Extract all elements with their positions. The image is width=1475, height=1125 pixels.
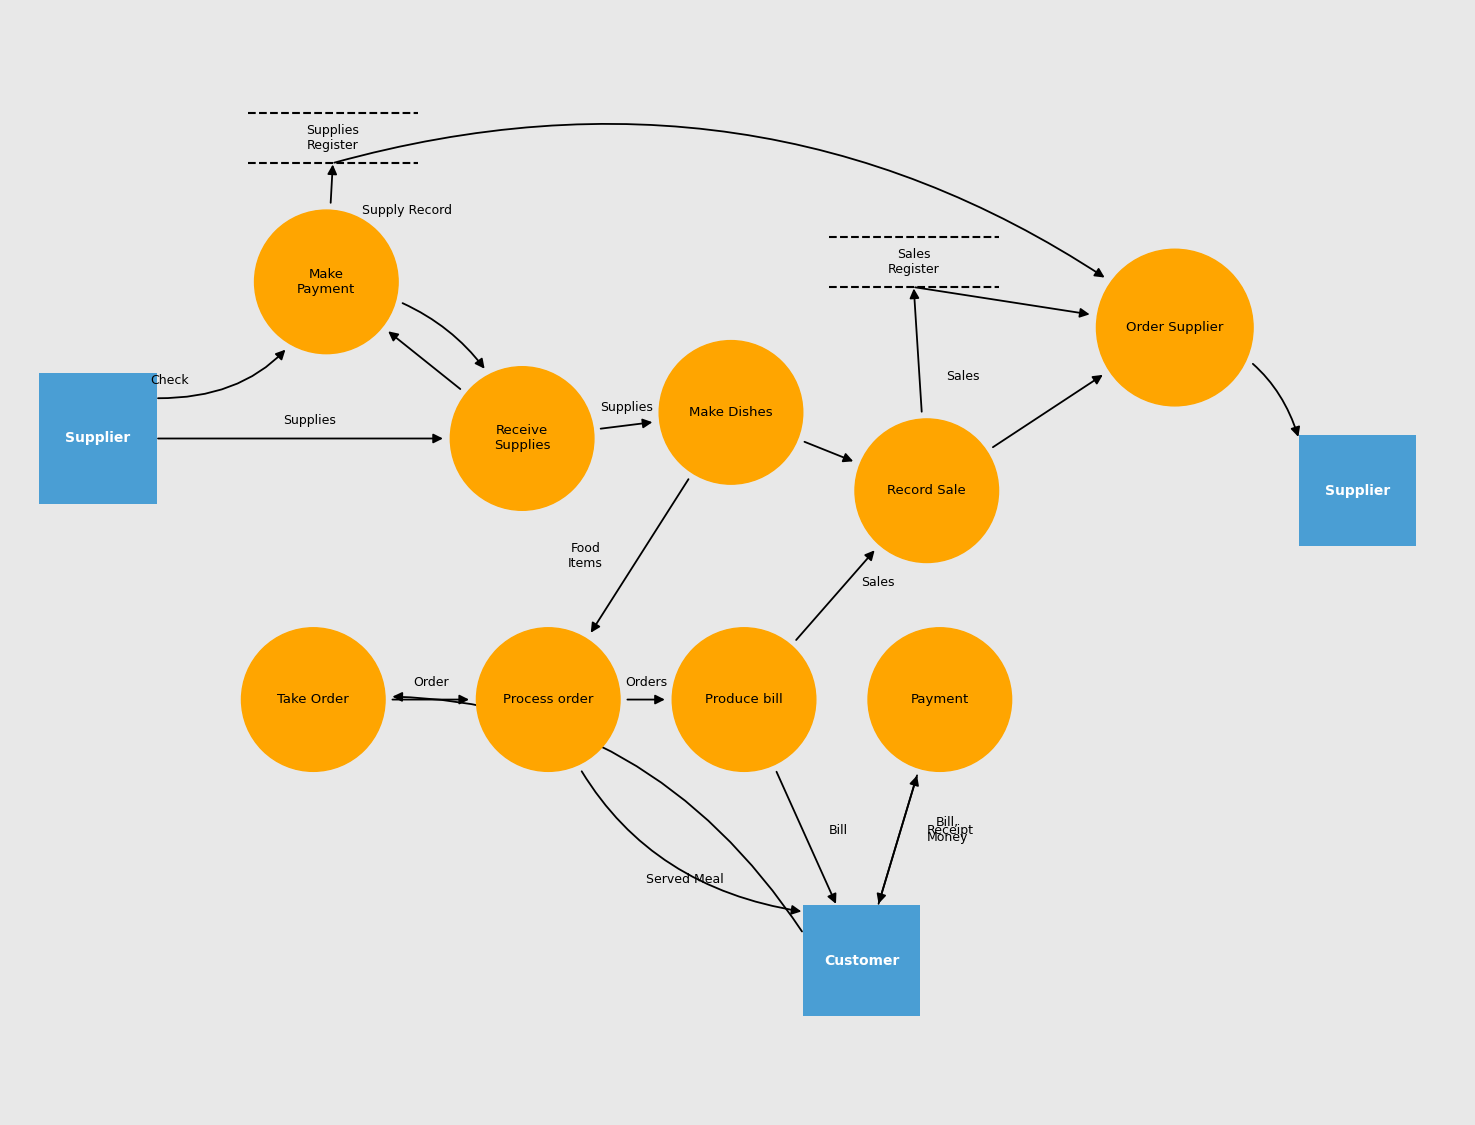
Text: Produce bill: Produce bill xyxy=(705,693,783,706)
FancyBboxPatch shape xyxy=(40,374,156,504)
Text: Process order: Process order xyxy=(503,693,593,706)
Text: Supplier: Supplier xyxy=(1325,484,1389,497)
Text: Payment: Payment xyxy=(910,693,969,706)
Circle shape xyxy=(242,628,385,772)
Text: Sales: Sales xyxy=(947,370,979,382)
Text: Check: Check xyxy=(150,374,189,387)
Text: Served Meal: Served Meal xyxy=(646,873,724,886)
Text: Order: Order xyxy=(413,676,448,690)
Text: Supplies: Supplies xyxy=(600,400,653,414)
Text: Order Supplier: Order Supplier xyxy=(1125,321,1223,334)
Text: Customer: Customer xyxy=(825,954,900,968)
Text: Make Dishes: Make Dishes xyxy=(689,406,773,418)
Text: Receipt: Receipt xyxy=(926,824,974,837)
Text: Supplier: Supplier xyxy=(65,432,130,446)
FancyBboxPatch shape xyxy=(1299,435,1416,546)
Text: Supplies
Register: Supplies Register xyxy=(307,124,360,152)
Text: Take Order: Take Order xyxy=(277,693,350,706)
Text: Receive
Supplies: Receive Supplies xyxy=(494,424,550,452)
Circle shape xyxy=(855,418,999,562)
Circle shape xyxy=(255,210,398,353)
Circle shape xyxy=(476,628,620,772)
Text: Sales: Sales xyxy=(861,576,895,588)
Text: Record Sale: Record Sale xyxy=(888,484,966,497)
Text: Supplies: Supplies xyxy=(283,414,336,426)
FancyBboxPatch shape xyxy=(802,906,920,1016)
Text: Orders: Orders xyxy=(625,676,667,690)
Circle shape xyxy=(673,628,816,772)
Circle shape xyxy=(867,628,1012,772)
Text: Supply Record: Supply Record xyxy=(363,204,453,217)
Circle shape xyxy=(659,341,802,484)
Text: Bill: Bill xyxy=(829,824,848,837)
Text: Food
Items: Food Items xyxy=(568,542,603,570)
Text: Bill,
Money: Bill, Money xyxy=(926,816,968,844)
Circle shape xyxy=(450,367,594,511)
Text: Make
Payment: Make Payment xyxy=(296,268,355,296)
Circle shape xyxy=(1096,250,1254,406)
Text: Sales
Register: Sales Register xyxy=(888,249,940,277)
